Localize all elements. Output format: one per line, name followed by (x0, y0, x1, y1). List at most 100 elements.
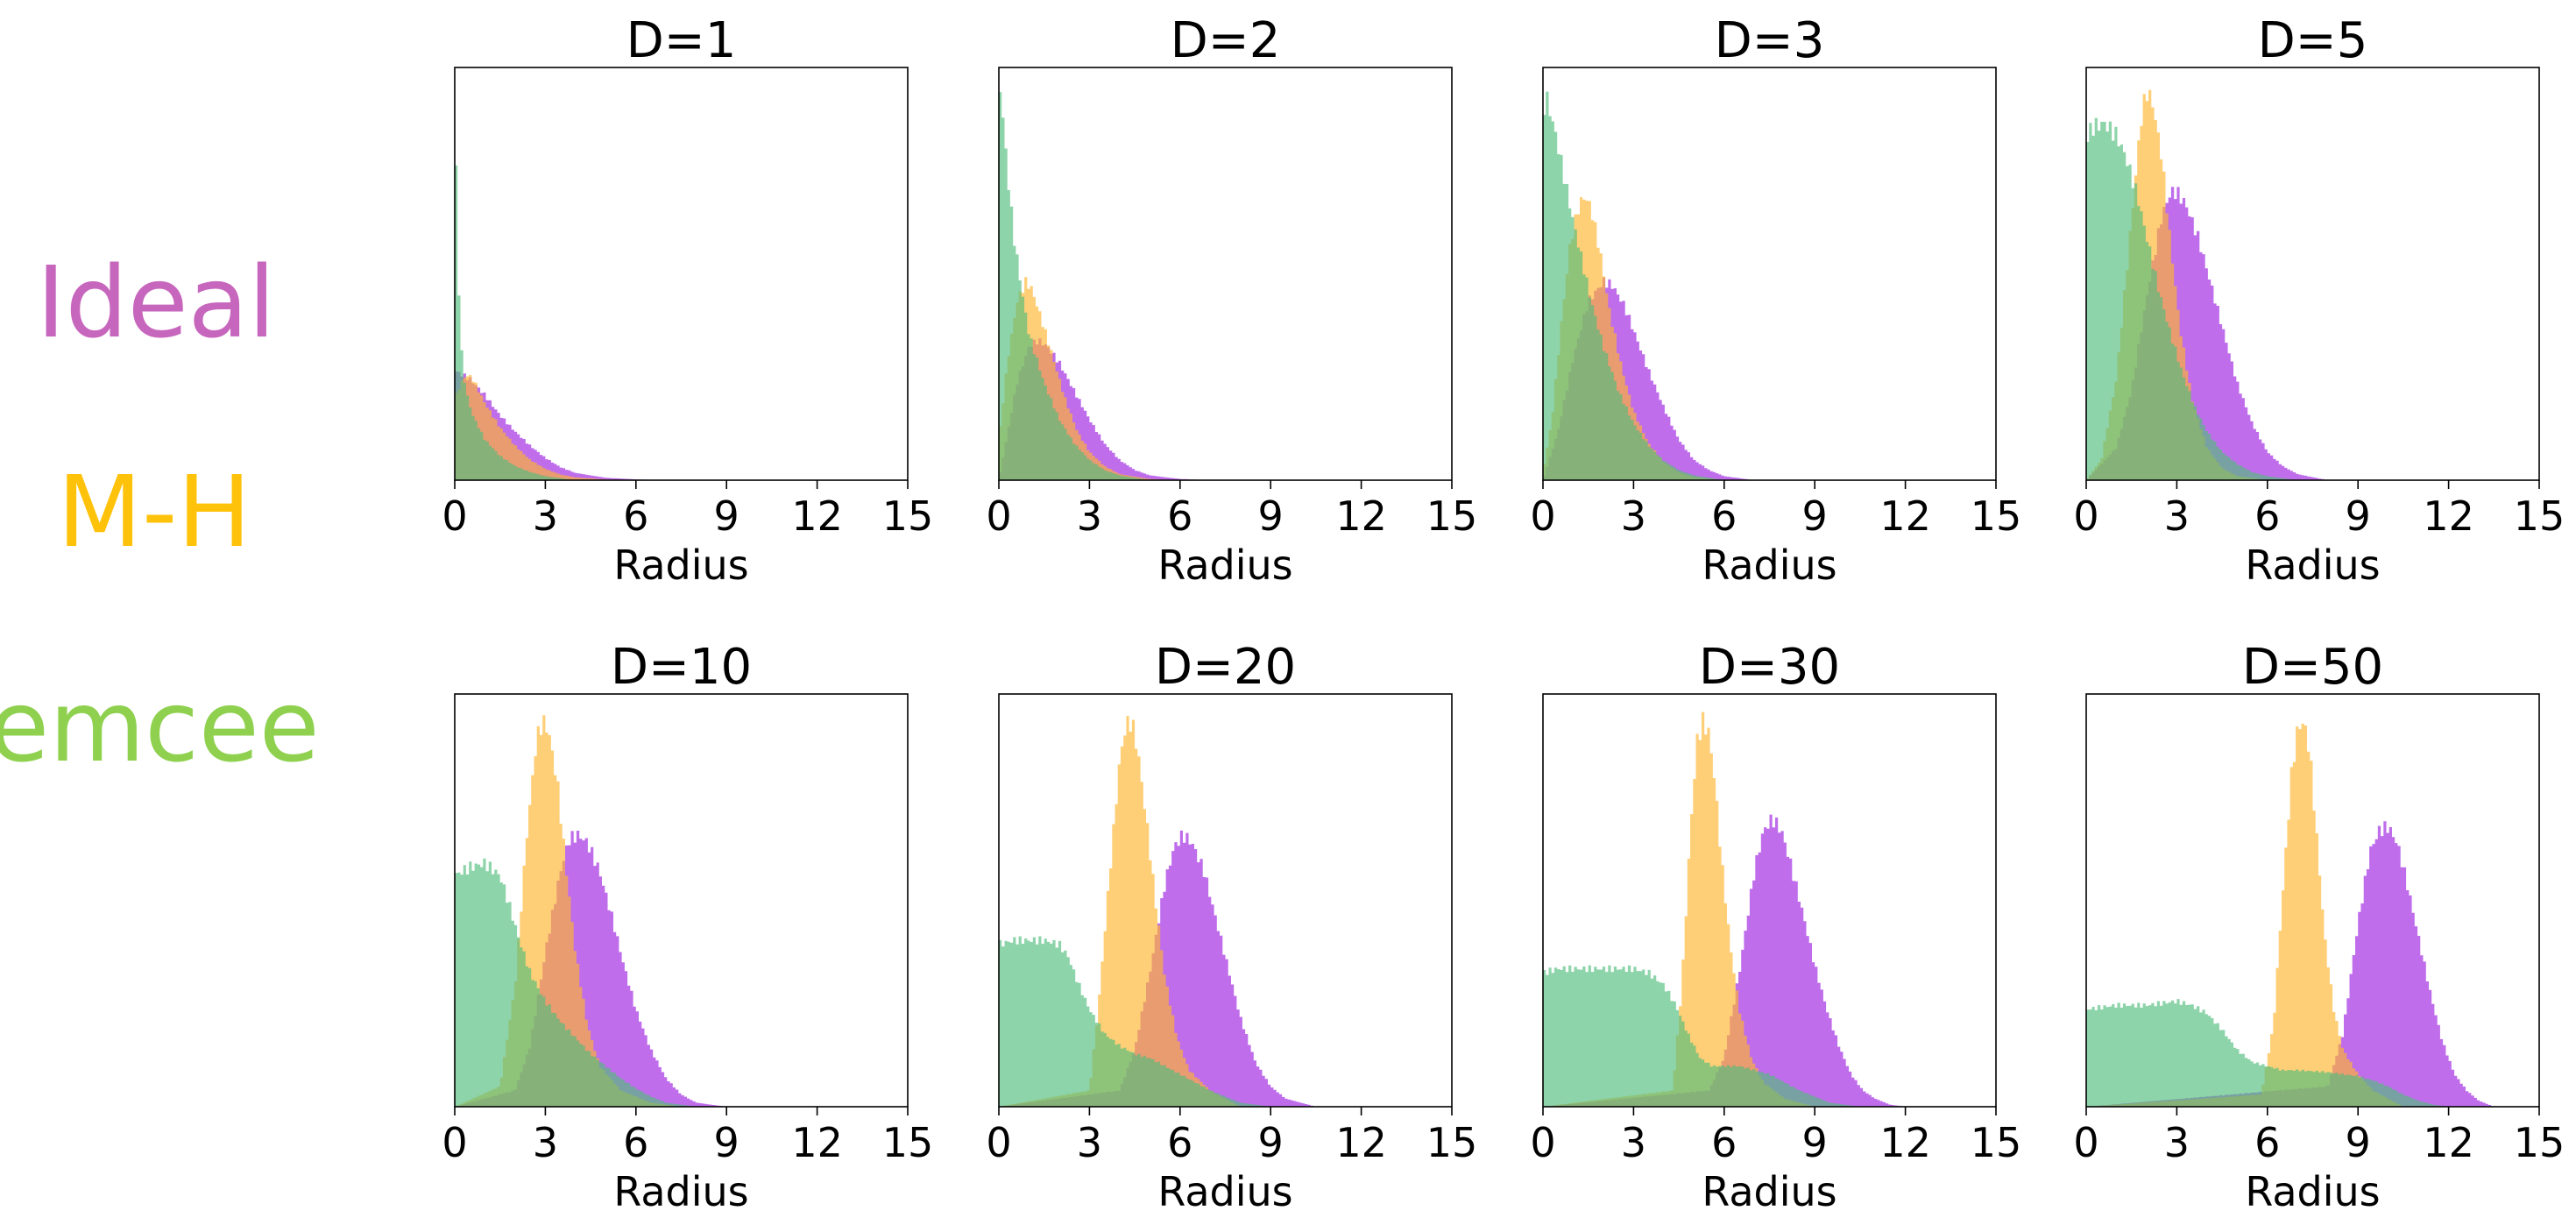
x-tick-label: 3 (533, 1119, 558, 1166)
x-tick-label: 9 (714, 1119, 740, 1166)
histogram-panel: D=30 0 3 6 9 12 15 Radius (1530, 639, 2021, 1215)
x-tick-label: 6 (623, 492, 648, 540)
panel-title: D=30 (1699, 639, 1840, 696)
x-tick-label: 6 (1167, 1119, 1192, 1166)
histogram-panel: D=2 0 3 6 9 12 15 Radius (986, 12, 1477, 589)
x-tick-label: 15 (1426, 492, 1478, 540)
histogram-series-m-h (999, 716, 1452, 1107)
x-tick-label: 12 (1879, 492, 1931, 540)
panel-title: D=10 (611, 639, 752, 696)
histogram-series-ideal (1543, 814, 1996, 1107)
legend-label-emcee: emcee (0, 670, 320, 784)
x-tick-label: 6 (623, 1119, 648, 1166)
x-tick-label: 6 (2254, 1119, 2280, 1166)
histogram-series-emcee (455, 858, 908, 1107)
histogram-series-ideal (2086, 187, 2539, 480)
x-tick-label: 3 (1077, 1119, 1102, 1166)
plot-frame (454, 693, 909, 1108)
x-tick-label: 9 (1802, 1119, 1828, 1166)
x-tick-label: 3 (1077, 492, 1102, 540)
x-tick-label: 0 (442, 492, 467, 540)
histogram-series-ideal (1543, 277, 1996, 480)
x-tick-label: 12 (1879, 1119, 1931, 1166)
x-tick-label: 15 (882, 492, 934, 540)
histogram-series-ideal (999, 830, 1452, 1107)
plot-frame (1542, 693, 1997, 1108)
x-tick-label: 12 (2423, 1119, 2474, 1166)
plot-frame (454, 67, 909, 481)
histogram-panel: D=50 0 3 6 9 12 15 Radius (2073, 639, 2565, 1215)
x-axis-label: Radius (1157, 1168, 1292, 1215)
x-tick-label: 0 (1530, 492, 1555, 540)
x-tick-label: 9 (2346, 1119, 2371, 1166)
histogram-series-emcee (999, 936, 1452, 1107)
plot-frame (2085, 693, 2540, 1108)
histogram-panel: D=1 0 3 6 9 12 15 Radius (442, 12, 933, 589)
x-tick-label: 9 (714, 492, 740, 540)
panel-title: D=1 (626, 12, 737, 69)
plot-frame (2085, 67, 2540, 481)
histogram-series-m-h (455, 715, 908, 1107)
panel-title: D=5 (2258, 12, 2368, 69)
x-tick-label: 6 (1711, 492, 1737, 540)
x-tick-label: 15 (882, 1119, 934, 1166)
x-tick-label: 15 (1971, 1119, 2022, 1166)
x-tick-label: 12 (2423, 492, 2474, 540)
panel-title: D=20 (1155, 639, 1296, 696)
histogram-series-m-h (2086, 723, 2539, 1107)
histogram-series-emcee (455, 165, 908, 480)
histogram-series-emcee (2086, 117, 2539, 480)
plot-frame (998, 67, 1453, 481)
histogram-series-ideal (2086, 821, 2539, 1107)
x-axis-label: Radius (2245, 1168, 2380, 1215)
x-tick-label: 15 (1426, 1119, 1478, 1166)
plot-frame (998, 693, 1453, 1108)
x-tick-label: 0 (1530, 1119, 1555, 1166)
x-tick-label: 12 (791, 1119, 843, 1166)
panel-title: D=50 (2242, 639, 2383, 696)
x-axis-label: Radius (2245, 542, 2380, 589)
x-tick-label: 3 (1621, 492, 1646, 540)
x-axis-label: Radius (1702, 542, 1836, 589)
x-tick-label: 3 (2164, 1119, 2190, 1166)
x-tick-label: 15 (2514, 492, 2565, 540)
x-tick-label: 0 (2073, 492, 2098, 540)
panel-title: D=2 (1171, 12, 1281, 69)
x-tick-label: 12 (1335, 492, 1387, 540)
x-tick-label: 0 (2073, 1119, 2098, 1166)
x-tick-label: 9 (1258, 492, 1284, 540)
histogram-series-emcee (1543, 91, 1996, 480)
histogram-series-emcee (999, 92, 1452, 480)
x-tick-label: 9 (1258, 1119, 1284, 1166)
x-tick-label: 6 (1711, 1119, 1737, 1166)
histogram-series-emcee (2086, 999, 2539, 1107)
x-tick-label: 12 (791, 492, 843, 540)
histogram-panel: D=3 0 3 6 9 12 15 Radius (1530, 12, 2021, 589)
legend-label-mh: M-H (57, 456, 251, 570)
x-tick-label: 0 (986, 492, 1011, 540)
histogram-panel: D=20 0 3 6 9 12 15 Radius (986, 639, 1477, 1215)
x-tick-label: 6 (1167, 492, 1192, 540)
x-tick-label: 0 (986, 1119, 1011, 1166)
panel-title: D=3 (1715, 12, 1825, 69)
x-tick-label: 9 (1802, 492, 1828, 540)
legend-label-ideal: Ideal (36, 246, 276, 360)
x-tick-label: 15 (2514, 1119, 2565, 1166)
x-tick-label: 12 (1335, 1119, 1387, 1166)
x-axis-label: Radius (1702, 1168, 1836, 1215)
histogram-series-emcee (1543, 965, 1996, 1107)
x-tick-label: 6 (2254, 492, 2280, 540)
x-tick-label: 0 (442, 1119, 467, 1166)
x-axis-label: Radius (1157, 542, 1292, 589)
x-tick-label: 3 (1621, 1119, 1646, 1166)
histogram-panel: D=5 0 3 6 9 12 15 Radius (2073, 12, 2565, 589)
x-tick-label: 3 (2164, 492, 2190, 540)
x-axis-label: Radius (613, 1168, 748, 1215)
x-axis-label: Radius (613, 542, 748, 589)
x-tick-label: 3 (533, 492, 558, 540)
histogram-series-m-h (455, 375, 908, 480)
x-tick-label: 15 (1971, 492, 2022, 540)
x-tick-label: 9 (2346, 492, 2371, 540)
plot-frame (1542, 67, 1997, 481)
